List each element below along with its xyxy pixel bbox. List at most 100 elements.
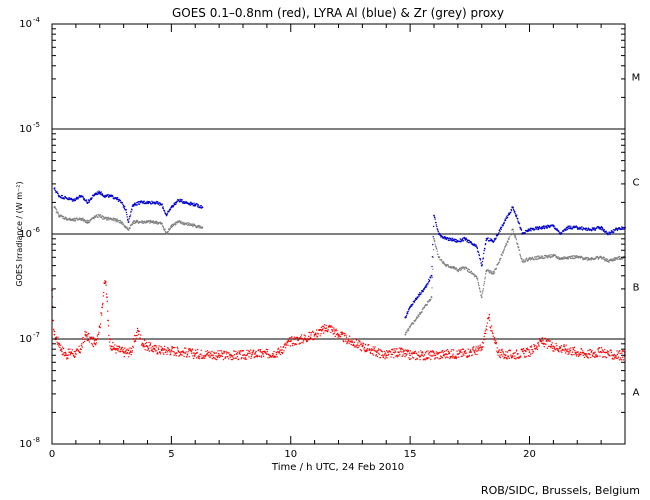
data-point [134,202,136,204]
data-point [484,338,486,341]
data-point [538,338,541,340]
data-point [265,353,268,355]
data-point [478,349,480,352]
data-point [262,353,264,355]
data-point [433,352,436,355]
data-point [397,355,400,357]
data-point [239,351,241,353]
data-point [589,354,591,356]
data-point [621,356,624,359]
data-point [464,350,467,352]
data-point [374,350,377,352]
data-point [521,258,523,261]
data-point [414,297,417,300]
data-point [141,342,144,345]
data-point [162,349,165,351]
data-point [245,358,247,360]
data-point [204,355,207,357]
data-point [284,344,286,346]
data-point [164,228,166,231]
data-point [529,229,531,232]
data-point [618,351,620,353]
data-point [406,350,409,353]
data-point [564,350,566,352]
data-point [299,342,301,345]
data-point [609,355,611,357]
data-point [568,348,570,350]
data-point [560,350,562,352]
data-point [414,350,416,353]
data-point [106,296,108,299]
data-point [377,350,379,352]
data-point [402,354,404,356]
data-point [96,191,99,193]
data-point [571,351,574,353]
data-point [477,345,479,347]
data-point [424,285,427,287]
data-point [461,240,463,242]
data-point [415,352,418,355]
data-point [279,349,281,351]
data-point [605,258,607,261]
data-point [536,255,539,257]
data-point [218,352,220,355]
data-point [491,330,493,332]
data-point [587,349,589,352]
data-point [341,333,344,335]
data-point [278,352,280,354]
data-point [577,351,579,353]
data-point [329,326,332,328]
data-point [118,219,120,222]
data-point [537,228,540,231]
data-point [92,345,95,348]
data-point [114,344,116,346]
data-point [483,252,485,255]
data-point [541,337,543,339]
data-point [512,208,515,211]
data-point [360,350,363,352]
data-point [563,258,565,260]
data-point [611,258,613,261]
data-point [480,295,483,297]
data-point [123,207,126,210]
data-point [522,261,524,264]
data-point [93,218,95,220]
data-point [82,217,84,220]
data-point [130,211,132,213]
data-point [84,333,87,336]
data-point [510,209,513,212]
data-point [484,330,487,332]
data-point [409,326,412,328]
data-point [480,262,483,264]
data-point [254,353,256,355]
data-point [399,353,401,356]
data-point [80,348,82,351]
data-point [309,336,312,339]
data-point [101,306,104,309]
data-point [315,332,317,334]
data-point [65,354,68,357]
data-point [155,344,157,347]
y-axis: 10-810-710-610-510-4 [19,16,625,450]
data-point [255,350,257,353]
data-point [619,258,622,261]
data-point [477,348,480,351]
data-point [428,352,431,354]
data-point [323,326,325,329]
data-point [427,350,429,352]
data-point [131,209,133,211]
data-point [451,355,454,357]
data-point [74,220,77,222]
data-point [523,259,525,261]
data-point [542,339,544,342]
data-point [610,351,613,354]
data-point [514,212,516,214]
data-point [620,228,623,230]
data-point [146,349,148,352]
data-point [170,224,173,227]
data-point [251,353,254,355]
data-point [133,220,136,222]
data-point [506,351,509,353]
data-point [489,319,491,321]
data-point [385,354,388,357]
